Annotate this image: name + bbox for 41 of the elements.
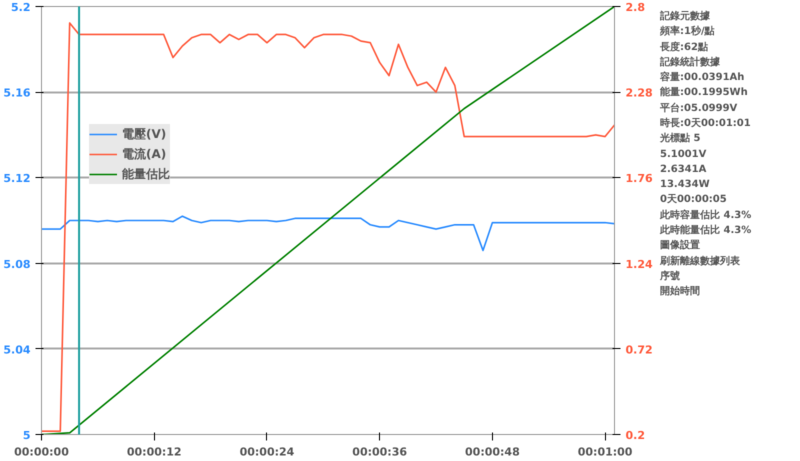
text: 容量:00.0391Ah [660, 71, 746, 86]
text: 圖像設置 [660, 239, 701, 254]
y2-tick-label: 2.8 [626, 1, 645, 14]
y2-tick-label: 0.72 [626, 343, 653, 356]
y2-tick-label: 1.76 [626, 172, 653, 186]
y2-tick-label: 1.24 [626, 258, 653, 271]
text: 記錄元數據 [660, 10, 711, 24]
y-tick-label: 5.2 [11, 1, 31, 14]
text: 此時容量估比 4.3% [660, 208, 752, 223]
text: 平台:05.0999V [660, 102, 738, 116]
text: 序號 [660, 270, 681, 284]
y2-tick-label: 2.28 [626, 86, 653, 100]
y2-tick-label: 0.2 [626, 429, 645, 442]
text: 2.6341A [660, 162, 708, 177]
text: 此時能量估比 4.3% [660, 224, 752, 238]
text: 記錄統計數據 [660, 56, 721, 70]
x-tick-label: 00:00:36 [352, 446, 408, 458]
x-tick-label: 00:00:12 [126, 446, 182, 458]
x-tick-label: 00:00:24 [240, 446, 295, 458]
legend-label: 電流(A) [122, 146, 166, 162]
text: 長度:62點 [660, 40, 709, 55]
text: 開始時間 [660, 285, 701, 300]
y-tick-label: 5.04 [3, 343, 31, 356]
x-tick-label: 00:00:00 [14, 446, 70, 458]
text: 時長:0天00:01:01 [660, 116, 752, 131]
legend-label: 能量估比 [122, 166, 170, 182]
y-tick-label: 5 [22, 429, 30, 442]
text: 0天00:00:05 [660, 193, 728, 208]
text: 13.434W [660, 178, 711, 192]
text: 能量:00.1995Wh [660, 86, 749, 100]
text: 頻率:1秒/點 [660, 25, 716, 40]
text: 光標點 5 [660, 132, 702, 146]
legend-label: 電壓(V) [122, 126, 166, 142]
text: 5.1001V [660, 148, 708, 162]
y-tick-label: 5.08 [3, 258, 30, 271]
line-series [42, 215, 614, 252]
y-tick-label: 5.12 [3, 172, 30, 186]
text: 刷新離線數據列表 [660, 254, 741, 268]
x-tick-label: 00:01:00 [578, 446, 633, 458]
x-tick-label: 00:00:48 [465, 446, 520, 458]
y-tick-label: 5.16 [3, 86, 31, 100]
